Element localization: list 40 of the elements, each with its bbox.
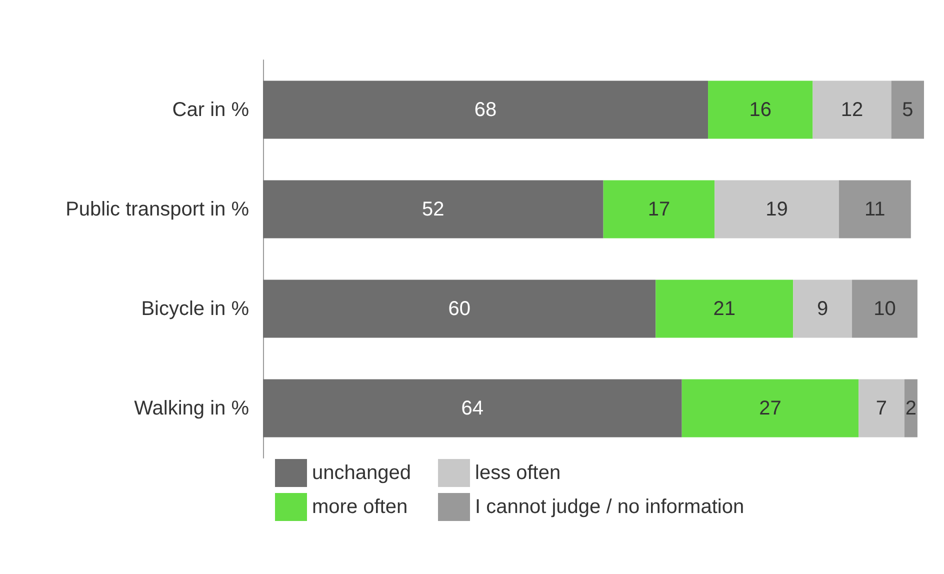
legend-label: unchanged	[312, 462, 411, 484]
legend-label: I cannot judge / no information	[475, 496, 744, 518]
bar	[708, 80, 813, 139]
data-label: 17	[648, 198, 670, 220]
data-label: 21	[713, 298, 736, 320]
data-label: 19	[766, 198, 788, 220]
bar	[263, 379, 682, 438]
bar	[858, 379, 904, 438]
bar	[263, 180, 604, 238]
data-label: 64	[461, 397, 484, 420]
bar	[263, 280, 656, 338]
bar	[793, 280, 852, 338]
y-tick-label: Public transport in %	[66, 198, 250, 220]
data-label: 10	[874, 298, 896, 320]
y-tick-label: Bicycle in %	[141, 298, 250, 320]
bar	[263, 80, 708, 139]
data-label: 60	[448, 298, 470, 320]
data-label: 5	[902, 98, 914, 121]
legend-label: more often	[312, 496, 408, 518]
data-label: 11	[864, 198, 886, 220]
data-label: 12	[840, 98, 864, 121]
bar	[603, 180, 715, 238]
y-tick-label: Car in %	[172, 98, 250, 121]
data-label: 7	[876, 397, 888, 420]
data-label: 16	[749, 98, 772, 121]
bar	[714, 180, 839, 238]
bar	[812, 80, 892, 139]
bar	[891, 80, 924, 139]
bar	[682, 379, 859, 438]
data-label: 52	[422, 198, 444, 220]
data-label: 2	[905, 397, 916, 420]
legend-label: less often	[475, 462, 561, 484]
bar	[852, 280, 918, 338]
bar	[904, 379, 918, 438]
data-label: 68	[474, 98, 497, 121]
bar	[838, 180, 911, 238]
data-label: 9	[816, 298, 828, 320]
y-tick-label: Walking in %	[134, 397, 250, 420]
data-label: 27	[759, 397, 782, 420]
bar	[656, 280, 794, 338]
